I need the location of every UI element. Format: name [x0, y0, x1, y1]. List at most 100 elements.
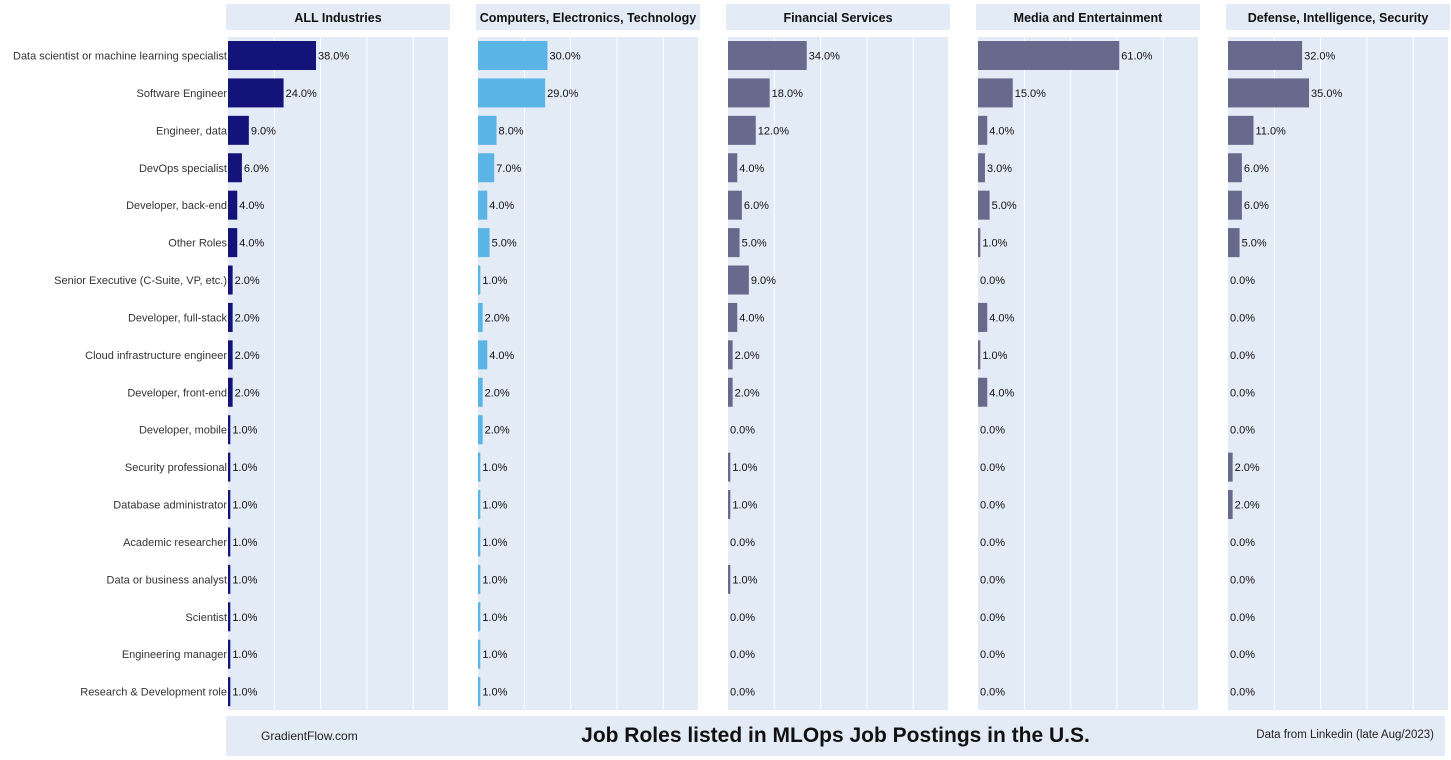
- bar: [978, 153, 985, 183]
- data-label: 5.0%: [992, 200, 1017, 212]
- data-label: 0.0%: [980, 462, 1005, 474]
- bar: [728, 153, 738, 183]
- data-label: 0.0%: [1230, 350, 1255, 362]
- data-label: 0.0%: [980, 425, 1005, 437]
- bar: [1228, 41, 1303, 70]
- category-label: Software Engineer: [137, 88, 228, 100]
- bar: [228, 639, 231, 669]
- panel-header-bg: [976, 4, 1200, 30]
- data-label: 1.0%: [482, 500, 507, 512]
- data-label: 0.0%: [1230, 312, 1255, 324]
- data-label: 4.0%: [989, 312, 1014, 324]
- data-label: 1.0%: [232, 649, 257, 661]
- panel-plot-bg: [1228, 37, 1448, 710]
- source-left: GradientFlow.com: [261, 729, 358, 743]
- panel-header-bg: [226, 4, 450, 30]
- panel-header-bg: [726, 4, 950, 30]
- panel-header-bg: [1226, 4, 1450, 30]
- data-label: 1.0%: [482, 687, 507, 699]
- footer-band: [226, 716, 1445, 756]
- data-label: 2.0%: [735, 387, 760, 399]
- panel-header-bg: [476, 4, 700, 30]
- category-label: Developer, front-end: [127, 387, 227, 399]
- bar: [478, 452, 481, 482]
- data-label: 1.0%: [232, 425, 257, 437]
- category-label: Database administrator: [113, 500, 227, 512]
- category-label: Engineer, data: [156, 125, 228, 137]
- bar: [478, 639, 481, 669]
- data-label: 7.0%: [496, 163, 521, 175]
- chart-title: Job Roles listed in MLOps Job Postings i…: [581, 724, 1090, 747]
- bar: [1228, 115, 1254, 145]
- bar: [728, 228, 740, 258]
- data-label: 29.0%: [547, 88, 578, 100]
- bar: [478, 415, 483, 445]
- panel-header-label: Computers, Electronics, Technology: [480, 11, 697, 25]
- bar: [978, 41, 1120, 70]
- data-label: 1.0%: [482, 612, 507, 624]
- category-label: Data scientist or machine learning speci…: [13, 51, 227, 63]
- data-label: 4.0%: [239, 200, 264, 212]
- data-label: 1.0%: [232, 537, 257, 549]
- data-label: 0.0%: [980, 649, 1005, 661]
- bar: [978, 377, 988, 407]
- data-label: 1.0%: [732, 462, 757, 474]
- data-label: 2.0%: [235, 350, 260, 362]
- data-label: 1.0%: [232, 500, 257, 512]
- data-label: 9.0%: [251, 125, 276, 137]
- bar: [478, 527, 481, 557]
- bar: [228, 41, 316, 70]
- data-label: 0.0%: [980, 612, 1005, 624]
- data-label: 1.0%: [732, 574, 757, 586]
- data-label: 6.0%: [1244, 163, 1269, 175]
- category-label: Engineering manager: [122, 649, 228, 661]
- bar: [728, 340, 733, 370]
- data-label: 1.0%: [232, 687, 257, 699]
- data-label: 0.0%: [980, 687, 1005, 699]
- bar: [478, 564, 481, 594]
- category-label: Data or business analyst: [107, 574, 227, 586]
- bar: [478, 602, 481, 632]
- data-label: 1.0%: [982, 350, 1007, 362]
- bar: [1228, 153, 1242, 183]
- data-label: 1.0%: [982, 238, 1007, 250]
- data-label: 4.0%: [239, 238, 264, 250]
- data-label: 0.0%: [980, 275, 1005, 287]
- bar: [478, 340, 488, 370]
- category-label: Academic researcher: [123, 537, 227, 549]
- category-label: Senior Executive (C-Suite, VP, etc.): [54, 275, 227, 287]
- data-label: 38.0%: [318, 51, 349, 63]
- bar: [478, 41, 548, 70]
- data-label: 2.0%: [485, 425, 510, 437]
- bar: [228, 377, 233, 407]
- data-label: 0.0%: [1230, 275, 1255, 287]
- bar: [228, 677, 231, 707]
- data-label: 0.0%: [730, 649, 755, 661]
- bar: [228, 452, 231, 482]
- bar: [728, 41, 807, 70]
- bar: [478, 228, 490, 258]
- category-label: Other Roles: [168, 238, 227, 250]
- bar: [1228, 490, 1233, 520]
- category-label: Research & Development role: [80, 687, 227, 699]
- category-label: Developer, mobile: [139, 425, 227, 437]
- data-label: 6.0%: [744, 200, 769, 212]
- data-label: 18.0%: [772, 88, 803, 100]
- data-label: 61.0%: [1121, 51, 1152, 63]
- data-label: 4.0%: [989, 125, 1014, 137]
- data-label: 35.0%: [1311, 88, 1342, 100]
- data-label: 9.0%: [751, 275, 776, 287]
- bar: [978, 302, 988, 332]
- bar: [478, 302, 483, 332]
- data-label: 12.0%: [758, 125, 789, 137]
- data-label: 0.0%: [1230, 612, 1255, 624]
- panel-header-label: Financial Services: [783, 11, 892, 25]
- bar: [228, 602, 231, 632]
- category-label: Developer, full-stack: [128, 312, 228, 324]
- bar: [478, 78, 546, 108]
- bar: [1228, 190, 1242, 220]
- data-label: 6.0%: [1244, 200, 1269, 212]
- bar: [728, 490, 731, 520]
- data-label: 1.0%: [482, 275, 507, 287]
